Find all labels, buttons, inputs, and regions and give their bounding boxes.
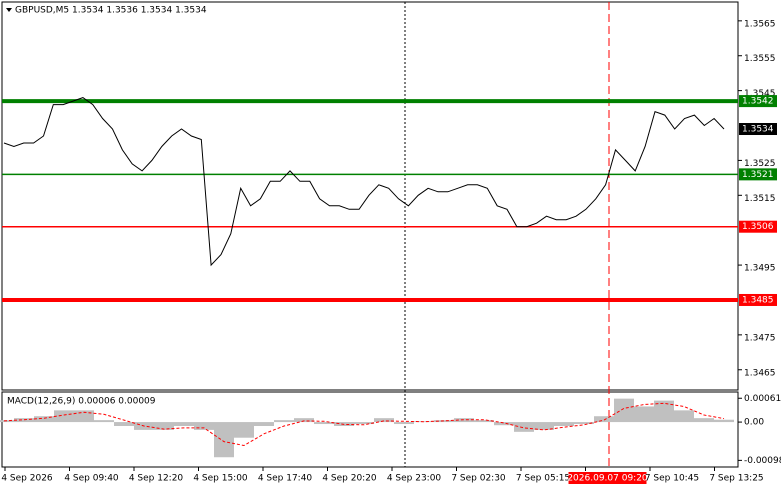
macd-bar (74, 410, 94, 423)
x-tick-label: 7 Sep 10:45 (645, 474, 699, 484)
macd-bar (434, 420, 454, 423)
x-tick-label: 4 Sep 09:40 (64, 474, 119, 484)
level-label: 1.3506 (742, 222, 774, 232)
level-label: 1.3521 (742, 170, 774, 180)
level-label: 1.3542 (742, 97, 774, 107)
x-tick-label: 4 Sep 20:20 (322, 474, 377, 484)
y-tick-label: 1.3475 (744, 333, 776, 343)
y-tick-label: 0.00061 (744, 394, 781, 404)
y-tick-label: 0.00 (744, 418, 764, 428)
level-label-bg (739, 293, 777, 306)
level-label-bg (739, 220, 777, 233)
macd-bar (314, 422, 334, 425)
current-price: 1.3534 (742, 125, 774, 135)
level-label-bg (739, 168, 777, 181)
x-tick-label: 4 Sep 15:00 (193, 474, 248, 484)
menu-icon (6, 8, 12, 12)
y-tick-label: 1.3565 (744, 19, 776, 29)
macd-bar (94, 420, 114, 423)
macd-bar (414, 421, 434, 423)
macd-bar (34, 416, 54, 423)
price-pane (1, 1, 739, 391)
macd-bar (494, 422, 514, 426)
macd-bar (514, 422, 534, 432)
y-tick-label: 1.3515 (744, 194, 776, 204)
level-label: 1.3485 (742, 295, 774, 305)
macd-bar (254, 422, 274, 426)
macd-bar (394, 422, 414, 425)
macd-bar (714, 419, 734, 423)
macd-bar (54, 410, 74, 423)
signal-line (3, 402, 725, 447)
y-tick-label: -0.00098 (744, 456, 781, 466)
macd-bar (294, 418, 314, 423)
macd-title: MACD(12,26,9) 0.00006 0.00009 (7, 397, 156, 407)
x-label-highlight (568, 472, 647, 484)
x-tick-label: 7 Sep 13:25 (709, 474, 763, 484)
macd-bar (354, 422, 374, 425)
y-tick-label: 1.3495 (744, 264, 776, 274)
current-price-bg (739, 123, 777, 136)
macd-bar (554, 422, 574, 426)
macd-bar (614, 398, 634, 423)
macd-bar (274, 420, 294, 423)
chart-title: GBPUSD,M5 1.3534 1.3536 1.3534 1.3534 (15, 6, 207, 16)
y-tick-label: 1.3555 (744, 54, 776, 64)
macd-bar (694, 418, 714, 423)
y-tick-label: 1.3525 (744, 159, 776, 169)
macd-bar (154, 422, 174, 430)
level-label-bg (739, 95, 777, 108)
x-tick-label: 7 Sep 05:15 (516, 474, 570, 484)
x-tick-label: 4 Sep 17:40 (258, 474, 313, 484)
y-tick-label: 1.3545 (744, 89, 776, 99)
macd-bar (214, 422, 234, 458)
macd-bar (534, 422, 554, 430)
macd-bar (594, 416, 614, 423)
x-tick-label: 4 Sep 2026 (1, 474, 53, 484)
macd-bar (634, 406, 654, 423)
macd-bar (674, 410, 694, 423)
macd-bar (574, 422, 594, 425)
x-tick-label: 4 Sep 12:20 (129, 474, 184, 484)
macd-bar (114, 422, 134, 426)
macd-bar (654, 400, 674, 423)
price-line (3, 97, 725, 267)
macd-bar (474, 420, 494, 423)
x-tick-label: 2026.09.07 09:20 (567, 474, 648, 484)
macd-bar (234, 422, 254, 438)
macd-bar (194, 422, 214, 430)
y-tick-label: 1.3465 (744, 368, 776, 378)
x-tick-label: 7 Sep 02:30 (451, 474, 506, 484)
macd-bar (374, 418, 394, 423)
macd-bar (454, 418, 474, 423)
x-tick-label: 4 Sep 23:00 (387, 474, 442, 484)
macd-bar (174, 422, 194, 426)
